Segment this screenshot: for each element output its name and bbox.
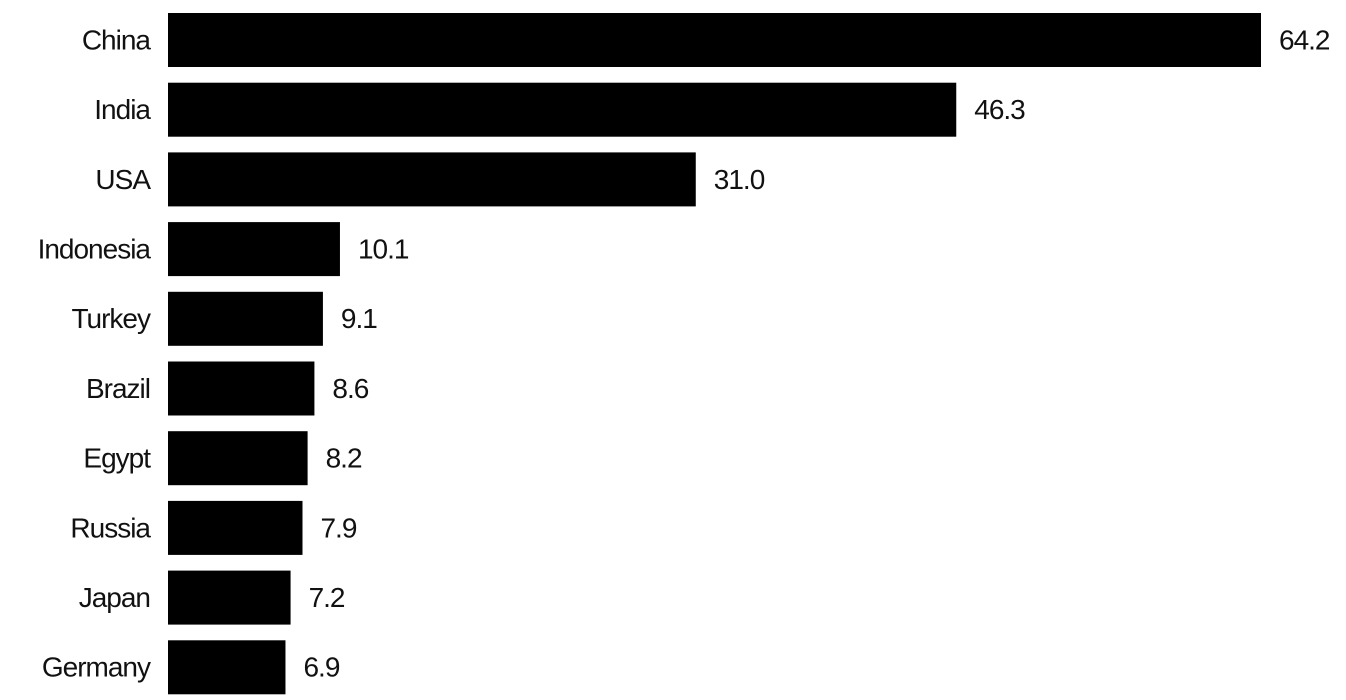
category-label: Brazil (86, 373, 150, 404)
category-label: Germany (42, 652, 151, 683)
category-label: Indonesia (38, 233, 152, 264)
bar (168, 152, 696, 207)
category-label: Japan (79, 582, 150, 613)
value-label: 64.2 (1279, 24, 1330, 55)
value-label: 8.6 (332, 373, 368, 404)
bar (168, 361, 315, 416)
value-label: 46.3 (974, 94, 1025, 125)
value-label: 6.9 (303, 652, 339, 683)
bar (168, 570, 291, 625)
category-label: China (82, 24, 152, 55)
value-label: 8.2 (326, 443, 362, 474)
value-label: 31.0 (714, 164, 765, 195)
bar (168, 13, 1261, 67)
category-label: USA (95, 164, 151, 195)
category-label: Turkey (71, 303, 151, 334)
bar (168, 431, 308, 486)
bar (168, 291, 323, 346)
value-label: 10.1 (358, 233, 409, 264)
bar (168, 500, 303, 555)
bar (168, 82, 957, 137)
value-label: 7.9 (320, 512, 356, 543)
category-label: India (94, 94, 151, 125)
bar (168, 640, 286, 695)
bar (168, 222, 340, 277)
category-label: Egypt (83, 443, 151, 474)
value-label: 9.1 (341, 303, 377, 334)
value-label: 7.2 (309, 582, 345, 613)
category-label: Russia (70, 512, 151, 543)
